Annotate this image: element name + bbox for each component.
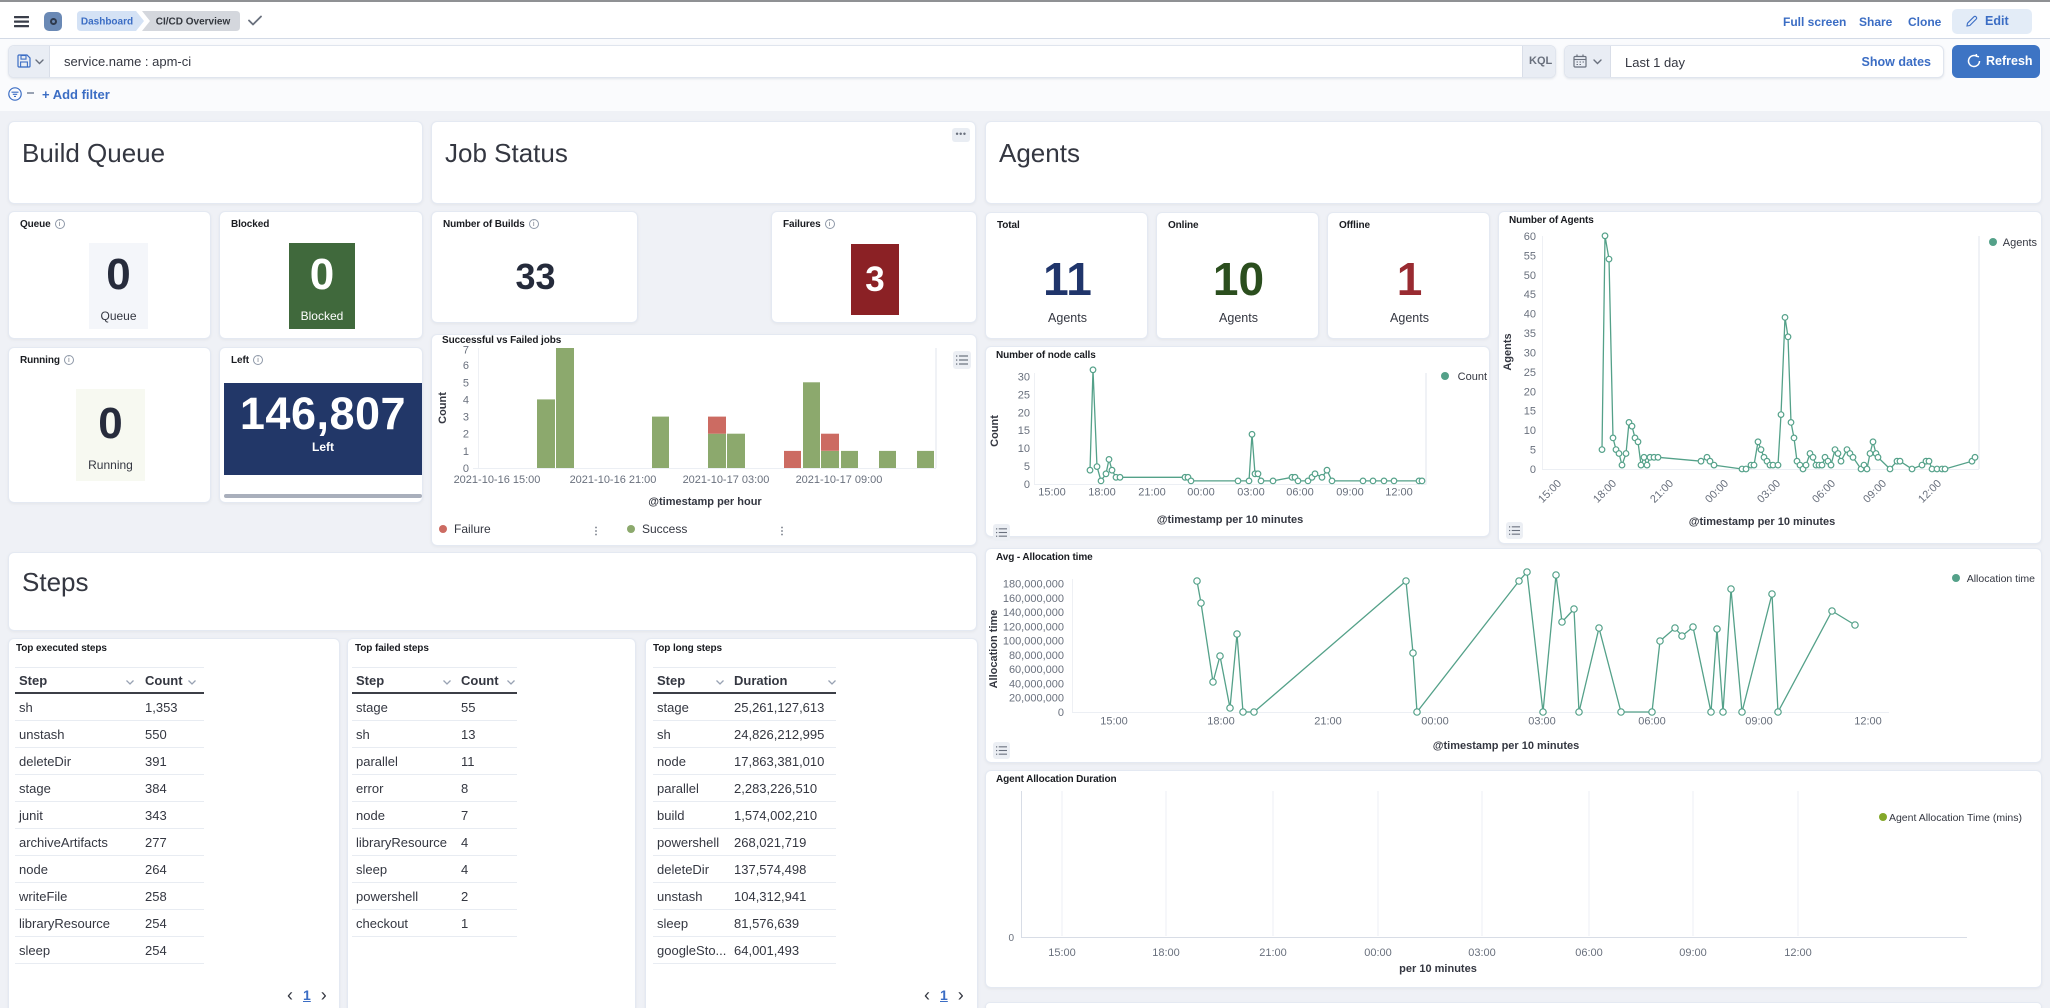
- svg-text:30: 30: [1018, 372, 1030, 384]
- svg-text:@timestamp per 10 minutes: @timestamp per 10 minutes: [1433, 740, 1579, 752]
- svg-text:00:00: 00:00: [1364, 947, 1392, 959]
- svg-text:2021-10-16 21:00: 2021-10-16 21:00: [570, 474, 657, 486]
- svg-text:18:00: 18:00: [1207, 716, 1235, 728]
- svg-text:20: 20: [1018, 407, 1030, 419]
- svg-text:80,000,000: 80,000,000: [1009, 650, 1064, 662]
- svg-text:10: 10: [1018, 443, 1030, 455]
- svg-text:6: 6: [463, 360, 469, 372]
- svg-text:10: 10: [1524, 425, 1536, 437]
- svg-text:0: 0: [1008, 933, 1014, 944]
- svg-text:25: 25: [1524, 367, 1536, 379]
- svg-text:4: 4: [463, 395, 469, 407]
- svg-text:35: 35: [1524, 328, 1536, 340]
- svg-text:2021-10-17 03:00: 2021-10-17 03:00: [683, 474, 770, 486]
- svg-text:Allocation time: Allocation time: [1967, 573, 2035, 585]
- svg-text:15:00: 15:00: [1038, 487, 1066, 499]
- svg-text:2021-10-16 15:00: 2021-10-16 15:00: [454, 474, 541, 486]
- svg-text:Agents: Agents: [2003, 237, 2038, 249]
- svg-text:Failure: Failure: [454, 522, 491, 536]
- svg-text:120,000,000: 120,000,000: [1003, 621, 1064, 633]
- svg-text:09:00: 09:00: [1861, 478, 1889, 506]
- svg-text:Success: Success: [642, 522, 687, 536]
- svg-text:03:00: 03:00: [1468, 947, 1496, 959]
- svg-text:03:00: 03:00: [1755, 478, 1783, 506]
- svg-text:3: 3: [463, 412, 469, 424]
- svg-text:5: 5: [1530, 445, 1536, 457]
- svg-text:06:00: 06:00: [1575, 947, 1603, 959]
- svg-text:12:00: 12:00: [1385, 487, 1413, 499]
- svg-text:03:00: 03:00: [1237, 487, 1265, 499]
- svg-text:CI/CD Overview: CI/CD Overview: [156, 17, 231, 28]
- svg-text:5: 5: [463, 377, 469, 389]
- svg-text:55: 55: [1524, 250, 1536, 262]
- svg-text:50: 50: [1524, 270, 1536, 282]
- svg-text:20: 20: [1524, 386, 1536, 398]
- svg-text:Agent Allocation Time (mins): Agent Allocation Time (mins): [1889, 812, 2022, 824]
- svg-text:00:00: 00:00: [1187, 487, 1215, 499]
- svg-text:0: 0: [1024, 479, 1030, 491]
- svg-text:Count: Count: [1458, 371, 1487, 383]
- svg-text:180,000,000: 180,000,000: [1003, 579, 1064, 591]
- svg-text:21:00: 21:00: [1138, 487, 1166, 499]
- svg-text:03:00: 03:00: [1528, 716, 1556, 728]
- svg-text:140,000,000: 140,000,000: [1003, 607, 1064, 619]
- svg-text:18:00: 18:00: [1152, 947, 1180, 959]
- svg-text:12:00: 12:00: [1784, 947, 1812, 959]
- svg-text:20,000,000: 20,000,000: [1009, 693, 1064, 705]
- svg-text:15:00: 15:00: [1100, 716, 1128, 728]
- svg-text:21:00: 21:00: [1314, 716, 1342, 728]
- svg-text:18:00: 18:00: [1591, 478, 1619, 506]
- svg-text:18:00: 18:00: [1088, 487, 1116, 499]
- svg-text:per 10 minutes: per 10 minutes: [1399, 963, 1477, 975]
- svg-text:00:00: 00:00: [1421, 716, 1449, 728]
- svg-text:12:00: 12:00: [1854, 716, 1882, 728]
- svg-text:⋮: ⋮: [591, 526, 601, 537]
- svg-text:15:00: 15:00: [1536, 478, 1564, 506]
- svg-text:60,000,000: 60,000,000: [1009, 664, 1064, 676]
- svg-text:21:00: 21:00: [1648, 478, 1676, 506]
- svg-text:@timestamp per hour: @timestamp per hour: [648, 496, 762, 508]
- svg-text:25: 25: [1018, 389, 1030, 401]
- svg-text:Count: Count: [989, 415, 1001, 447]
- svg-text:09:00: 09:00: [1679, 947, 1707, 959]
- svg-text:2: 2: [463, 429, 469, 441]
- svg-text:5: 5: [1024, 461, 1030, 473]
- svg-text:15: 15: [1524, 406, 1536, 418]
- svg-text:@timestamp per 10 minutes: @timestamp per 10 minutes: [1157, 514, 1303, 526]
- svg-text:Dashboard: Dashboard: [81, 17, 133, 28]
- svg-text:06:00: 06:00: [1638, 716, 1666, 728]
- svg-text:160,000,000: 160,000,000: [1003, 593, 1064, 605]
- svg-text:30: 30: [1524, 348, 1536, 360]
- svg-text:09:00: 09:00: [1336, 487, 1364, 499]
- svg-text:09:00: 09:00: [1745, 716, 1773, 728]
- svg-text:0: 0: [1530, 464, 1536, 476]
- svg-text:15: 15: [1018, 425, 1030, 437]
- svg-text:1: 1: [463, 446, 469, 458]
- svg-text:40,000,000: 40,000,000: [1009, 678, 1064, 690]
- svg-text:7: 7: [463, 345, 469, 357]
- svg-text:12:00: 12:00: [1916, 478, 1944, 506]
- svg-text:0: 0: [1058, 707, 1064, 719]
- svg-text:60: 60: [1524, 231, 1536, 243]
- svg-text:21:00: 21:00: [1259, 947, 1287, 959]
- svg-text:06:00: 06:00: [1810, 478, 1838, 506]
- svg-text:100,000,000: 100,000,000: [1003, 636, 1064, 648]
- svg-text:⋮: ⋮: [777, 526, 787, 537]
- svg-text:2021-10-17 09:00: 2021-10-17 09:00: [796, 474, 883, 486]
- svg-text:Agents: Agents: [1502, 333, 1514, 370]
- svg-text:06:00: 06:00: [1286, 487, 1314, 499]
- svg-text:45: 45: [1524, 289, 1536, 301]
- svg-text:@timestamp per 10 minutes: @timestamp per 10 minutes: [1689, 516, 1835, 528]
- svg-text:15:00: 15:00: [1048, 947, 1076, 959]
- svg-text:0: 0: [463, 463, 469, 475]
- svg-text:Allocation time: Allocation time: [988, 610, 1000, 689]
- svg-text:40: 40: [1524, 309, 1536, 321]
- svg-text:00:00: 00:00: [1703, 478, 1731, 506]
- svg-text:Count: Count: [437, 392, 449, 424]
